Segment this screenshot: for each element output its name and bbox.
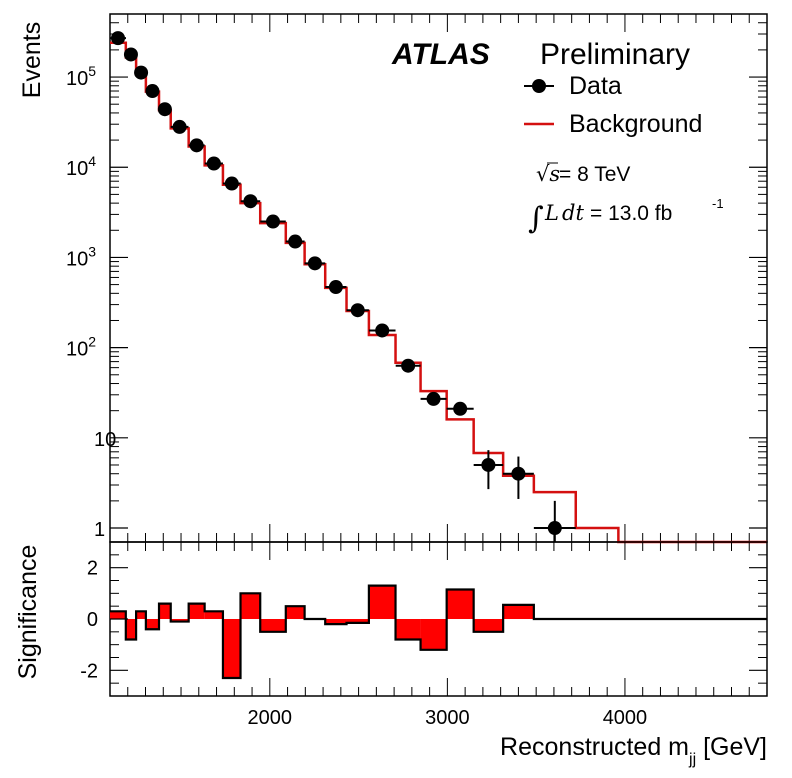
preliminary-label: Preliminary (540, 38, 690, 71)
significance-y-tick-labels: -2 0 2 (80, 558, 98, 683)
events-axis-ticks (110, 13, 768, 542)
y-tick-label: 105 (66, 63, 96, 90)
data-point (243, 194, 258, 209)
y-tick-label-base: 10 (66, 68, 88, 90)
significance-bar (188, 603, 205, 619)
y-tick-label: 10 (94, 429, 116, 451)
data-points (110, 31, 576, 542)
data-point (123, 47, 138, 62)
significance-bar (222, 619, 241, 679)
bottom-y-axis-title: Significance (14, 545, 42, 680)
data-point (157, 102, 172, 117)
significance-bar (136, 611, 146, 619)
x-tick-label: 4000 (603, 707, 648, 729)
y-tick-label: 103 (66, 243, 96, 270)
y-tick-label-base: 10 (94, 429, 116, 451)
y-tick-label: 104 (66, 153, 96, 180)
significance-bar (204, 611, 223, 619)
significance-bar (346, 619, 369, 623)
y-tick-label-exponent: 5 (88, 63, 96, 79)
data-point (172, 119, 187, 134)
significance-bar (446, 589, 474, 619)
events-panel-frame (109, 13, 768, 543)
y-tick-label-base: 1 (94, 519, 105, 541)
data-point (328, 280, 343, 295)
significance-bar (420, 619, 447, 650)
x-tick-label: 2000 (248, 707, 293, 729)
atlas-label: ATLAS (391, 38, 490, 71)
data-point (224, 176, 239, 191)
integral-symbol: ∫ (528, 201, 544, 236)
x-axis-title-main: Reconstructed m (500, 733, 689, 761)
data-point (189, 138, 204, 153)
y-tick-label-exponent: 2 (88, 334, 96, 350)
significance-bar (170, 619, 189, 622)
data-point (134, 65, 149, 80)
significance-axis-ticks (110, 541, 768, 697)
legend-data-marker-icon (532, 79, 546, 93)
y-tick-label: 102 (66, 334, 96, 361)
data-point (145, 84, 160, 99)
y-tick-label-base: 10 (66, 158, 88, 180)
data-point (481, 457, 496, 472)
significance-panel: -2 0 2 2000 3000 4000 (80, 541, 768, 729)
data-point (110, 31, 125, 46)
y-tick-label-base: 10 (66, 339, 88, 361)
significance-bar (159, 603, 171, 619)
significance-bar (110, 611, 126, 619)
data-point (453, 401, 468, 416)
y-tick-label-exponent: 4 (88, 153, 96, 169)
y-tick-label-exponent: 3 (88, 243, 96, 259)
x-axis-title-subscript: jj (688, 751, 696, 768)
significance-bar (240, 593, 261, 619)
lumi-dt: dt (562, 201, 584, 225)
sig-y-tick-label: 2 (87, 558, 98, 580)
energy-annotation: √s = 8 TeV (536, 162, 630, 186)
lumi-exponent: -1 (712, 196, 724, 211)
data-point (375, 323, 390, 338)
energy-value: = 8 TeV (559, 163, 630, 186)
data-point (307, 256, 322, 271)
legend-background-label: Background (569, 110, 702, 138)
significance-bar (325, 619, 347, 625)
significance-bar (285, 606, 305, 619)
data-point (288, 234, 303, 249)
x-axis-title: Reconstructed mjj [GeV] (500, 733, 767, 768)
significance-bar (125, 619, 137, 640)
y-tick-label: 1 (94, 519, 105, 541)
data-point (426, 391, 441, 406)
legend: Data Background (524, 72, 702, 138)
x-axis-title-unit: [GeV] (696, 733, 767, 761)
significance-bar (503, 604, 534, 619)
y-tick-label-base: 10 (66, 248, 88, 270)
top-y-axis-title: Events (18, 22, 46, 98)
data-point (511, 466, 526, 481)
data-point (266, 214, 281, 229)
data-point (401, 358, 416, 373)
x-tick-labels: 2000 3000 4000 (248, 707, 648, 729)
x-tick-label: 3000 (425, 707, 470, 729)
significance-bars (110, 584, 767, 680)
lumi-value: = 13.0 fb (590, 202, 672, 225)
sqrt-s-symbol: √s (536, 162, 560, 186)
sig-y-tick-label: -2 (80, 660, 98, 682)
data-point (547, 521, 562, 536)
luminosity-annotation: ∫ L dt = 13.0 fb -1 (528, 196, 724, 236)
significance-bar (395, 619, 421, 640)
significance-bar (260, 619, 286, 632)
significance-bar (368, 585, 396, 619)
significance-bar (145, 619, 160, 630)
legend-data-label: Data (569, 72, 622, 100)
sig-y-tick-label: 0 (87, 609, 98, 631)
significance-bar (473, 619, 504, 632)
lumi-L: L (544, 201, 559, 225)
data-point (206, 156, 221, 171)
significance-outline (110, 584, 767, 680)
data-point (350, 303, 365, 318)
